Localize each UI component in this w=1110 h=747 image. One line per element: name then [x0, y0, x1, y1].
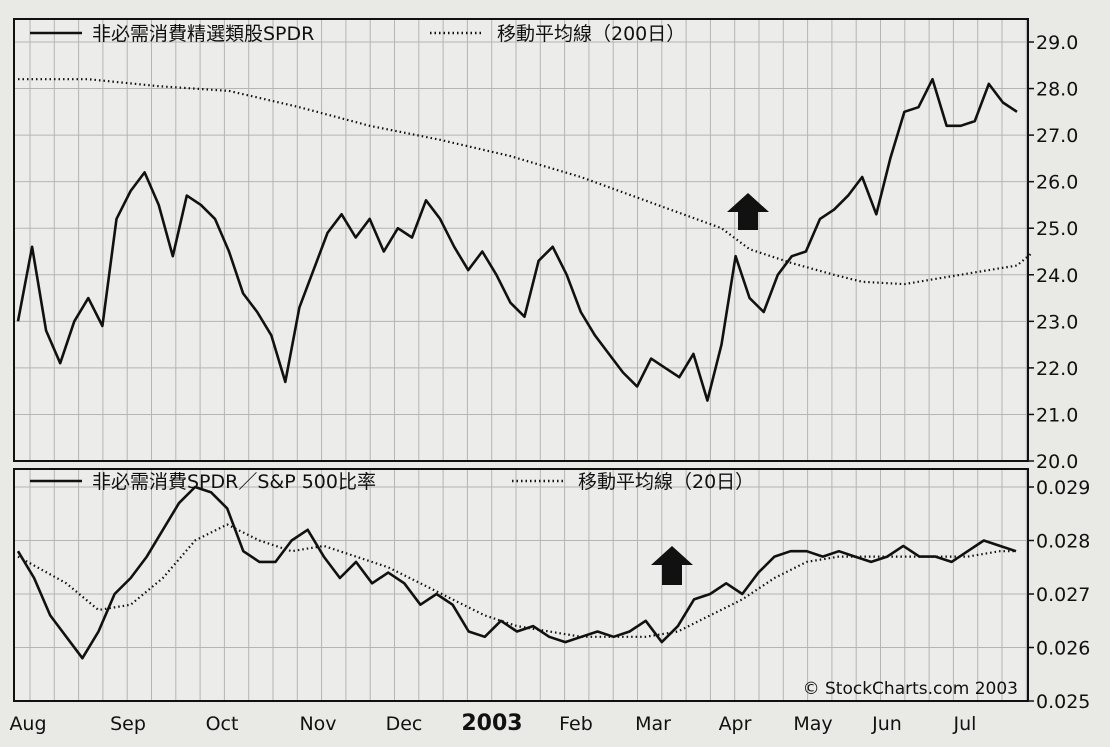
x-tick-label: Feb — [559, 713, 593, 735]
x-tick-label: Apr — [719, 713, 752, 735]
x-axis: Aug Sep Oct Nov Dec 2003 Feb Mar Apr May Jun Jul — [9, 711, 976, 736]
x-tick-label: Aug — [9, 713, 46, 735]
y-tick-label: 0.025 — [1036, 691, 1090, 713]
legend-entry-top-price: 非必需消費精選類股SPDR — [92, 23, 314, 45]
top-legend: 非必需消費精選類股SPDR 移動平均線（200日） — [30, 23, 685, 45]
y-tick-label: 0.028 — [1036, 531, 1090, 553]
y-tick-label: 20.0 — [1036, 451, 1078, 473]
y-tick-label: 21.0 — [1036, 404, 1078, 426]
y-tick-label: 25.0 — [1036, 218, 1078, 240]
x-tick-label: Nov — [299, 713, 336, 735]
x-tick-label: May — [793, 713, 832, 735]
y-tick-label: 27.0 — [1036, 125, 1078, 147]
bottom-panel-y-axis: 0.029 0.028 0.027 0.026 0.025 — [1028, 477, 1090, 713]
top-plot-area — [14, 19, 1028, 461]
bottom-legend: 非必需消費SPDR／S&P 500比率 移動平均線（20日） — [30, 471, 754, 493]
y-tick-label: 26.0 — [1036, 172, 1078, 194]
y-tick-label: 29.0 — [1036, 32, 1078, 54]
bottom-panel-moving-average-line — [17, 523, 1016, 638]
bottom-panel-frame — [13, 468, 1029, 702]
credit-text: © StockCharts.com 2003 — [803, 679, 1018, 699]
bottom-plot-area — [14, 469, 1028, 701]
x-tick-label: Sep — [110, 713, 146, 735]
legend-entry-bottom-ma: 移動平均線（20日） — [578, 471, 754, 493]
top-panel-y-axis: 29.0 28.0 27.0 26.0 25.0 24.0 23.0 22.0 21.0 20.0 — [1028, 32, 1078, 473]
x-tick-label: 2003 — [461, 711, 522, 736]
up-arrow-icon — [651, 546, 693, 585]
y-tick-label: 0.029 — [1036, 477, 1090, 499]
bottom-panel-main-line — [16, 485, 1017, 660]
x-tick-label: Jul — [953, 713, 977, 735]
y-tick-label: 0.027 — [1036, 584, 1090, 606]
legend-entry-top-ma: 移動平均線（200日） — [497, 23, 685, 45]
up-arrow-icon — [727, 193, 769, 230]
top-panel-grid — [14, 19, 1028, 462]
x-tick-label: Oct — [206, 713, 239, 735]
x-tick-label: Dec — [386, 713, 423, 735]
top-panel-main-line — [16, 77, 1018, 402]
x-tick-label: Mar — [635, 713, 671, 735]
y-tick-label: 28.0 — [1036, 79, 1078, 101]
y-tick-label: 24.0 — [1036, 265, 1078, 287]
top-panel-frame — [13, 18, 1029, 462]
y-tick-label: 0.026 — [1036, 638, 1090, 660]
x-tick-label: Jun — [871, 713, 902, 735]
y-tick-label: 22.0 — [1036, 358, 1078, 380]
legend-entry-bottom-ratio: 非必需消費SPDR／S&P 500比率 — [92, 471, 376, 493]
y-tick-label: 23.0 — [1036, 311, 1078, 333]
top-panel-moving-average-line — [18, 78, 1032, 286]
